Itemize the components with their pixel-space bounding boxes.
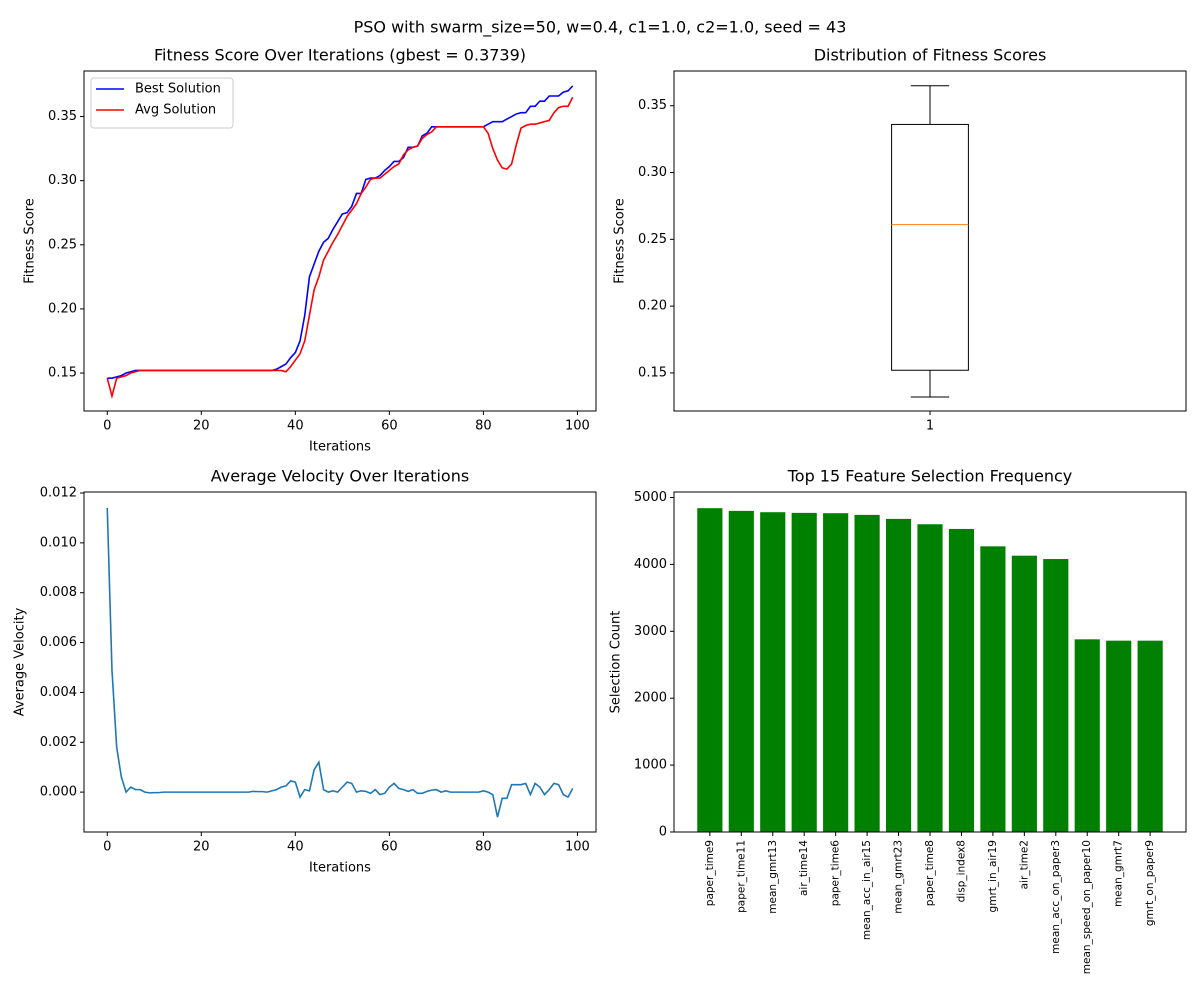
x-tick-label: paper_time6 [830,840,842,907]
y-tick-label: 0 [659,825,667,840]
legend-label: Avg Solution [135,103,216,118]
x-tick-label: 1 [926,419,934,434]
data-line [106,507,574,818]
x-tick-label: 60 [381,840,398,855]
bar [885,518,912,832]
x-tick-label: 20 [193,419,210,434]
y-tick-label: 1000 [634,758,667,773]
x-tick-label: 40 [287,840,304,855]
bar [697,508,723,832]
y-tick-label: 0.20 [638,299,667,314]
data-line [107,85,574,379]
x-tick-label: air_time2 [1018,840,1030,889]
axes-frame [83,491,597,833]
x-tick-label: paper_time11 [735,840,747,913]
figure-title: PSO with swarm_size=50, w=0.4, c1=1.0, c… [354,18,847,38]
y-tick-label: 0.000 [40,785,77,800]
x-tick-label: 80 [475,419,492,434]
x-tick-label: 60 [381,419,398,434]
x-tick-label: mean_speed_on_paper10 [1081,840,1093,974]
x-tick-label: mean_gmrt7 [1113,840,1125,907]
y-tick-label: 0.006 [40,635,77,650]
y-tick-label: 0.15 [638,365,667,380]
y-tick-label: 2000 [634,691,667,706]
data-line [106,96,574,400]
x-tick-label: paper_time9 [704,840,716,906]
bar [948,528,975,832]
x-tick-label: mean_gmrt23 [893,840,905,914]
y-axis-label: Fitness Score [23,198,38,284]
x-tick-label: 0 [103,840,111,855]
y-axis-label: Average Velocity [13,607,28,716]
y-tick-label: 0.35 [48,109,77,124]
x-tick-label: 40 [287,419,304,434]
y-tick-label: 0.010 [40,535,77,550]
subplot-title: Top 15 Feature Selection Frequency [787,467,1073,486]
y-tick-label: 0.35 [638,98,667,113]
y-tick-label: 0.008 [40,585,77,600]
subplot-title: Average Velocity Over Iterations [211,467,469,486]
x-tick-label: paper_time8 [924,840,936,906]
y-tick-label: 0.25 [638,232,667,247]
bar [854,514,880,832]
x-tick-label: mean_acc_on_paper3 [1050,840,1062,954]
x-tick-label: disp_index8 [955,840,967,902]
x-tick-label: gmrt_in_air19 [987,840,999,912]
y-tick-label: 0.25 [48,237,77,252]
axes-frame [673,70,1187,412]
subplot-title: Distribution of Fitness Scores [814,46,1047,65]
axes-frame [673,491,1187,833]
bar [1137,640,1163,832]
x-tick-label: 0 [103,419,111,434]
y-tick-label: 0.30 [638,165,667,180]
x-axis-label: Iterations [309,861,371,876]
x-tick-label: mean_acc_in_air15 [861,840,873,940]
y-tick-label: 0.20 [48,301,77,316]
y-tick-label: 5000 [634,490,667,505]
bar [1106,640,1132,832]
y-tick-label: 3000 [634,624,667,639]
x-tick-label: 80 [475,840,492,855]
y-tick-label: 0.002 [40,735,77,750]
x-tick-label: gmrt_on_paper9 [1144,840,1156,926]
y-tick-label: 0.15 [48,366,77,381]
axes-frame [83,70,597,412]
bar [1011,555,1037,832]
subplot: Top 15 Feature Selection Frequency Select… [609,467,1187,974]
bar [917,524,943,832]
y-tick-label: 0.012 [40,485,77,500]
y-axis-label: Selection Count [609,611,624,714]
x-tick-label: mean_gmrt13 [767,840,779,914]
x-tick-label: 20 [193,840,210,855]
bar [823,513,849,832]
y-tick-label: 0.004 [40,685,77,700]
x-tick-label: 100 [565,419,590,434]
subplot: Distribution of Fitness Scores Fitness Sc… [613,46,1187,434]
bar [760,512,786,832]
y-axis-label: Fitness Score [613,198,628,284]
legend-label: Best Solution [135,82,221,97]
y-tick-label: 0.30 [48,173,77,188]
y-tick-label: 4000 [634,557,667,572]
subplot: Fitness Score Over Iterations (gbest = 0… [23,46,597,455]
x-tick-label: air_time14 [798,840,810,896]
bar [1043,559,1069,832]
x-tick-label: 100 [565,840,590,855]
bar [728,510,754,832]
x-axis-label: Iterations [309,440,371,455]
box [891,123,969,371]
legend-box [90,77,234,129]
bar [791,512,817,832]
subplot-title: Fitness Score Over Iterations (gbest = 0… [154,46,526,65]
bar [980,546,1006,832]
subplot: Average Velocity Over Iterations Average … [13,467,597,876]
bar [1074,639,1100,832]
